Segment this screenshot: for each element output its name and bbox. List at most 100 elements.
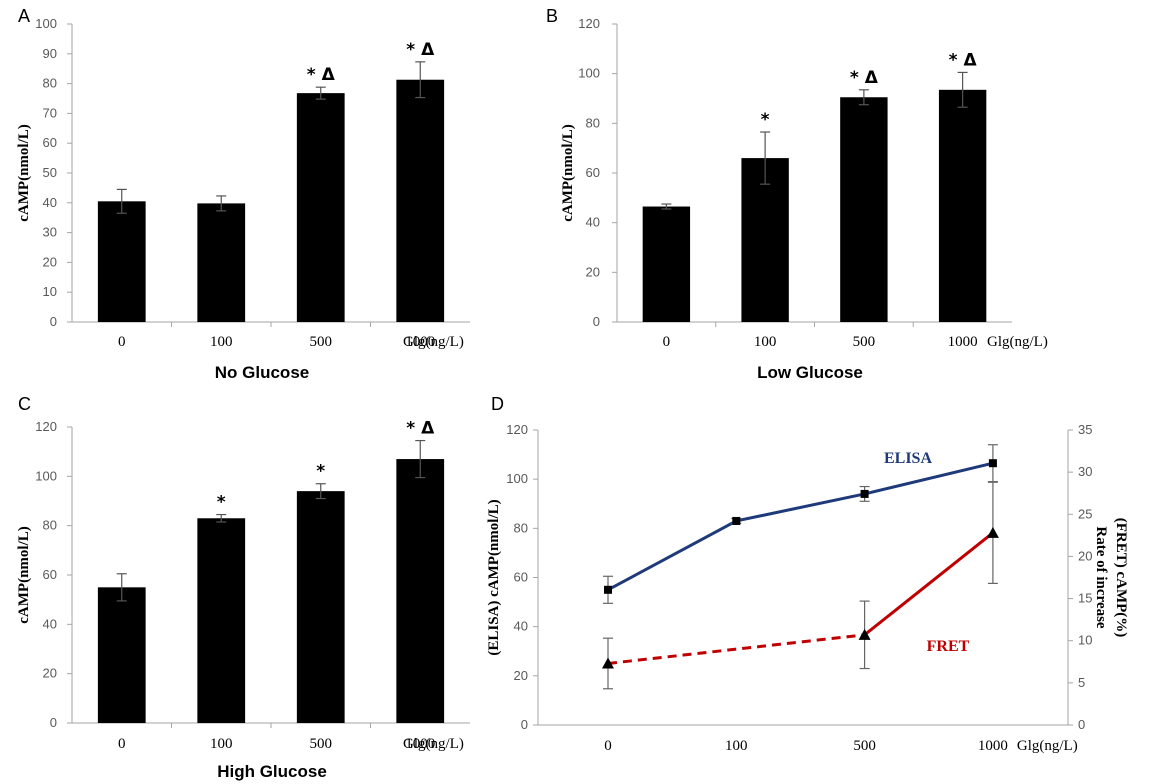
significance-label: * Δ <box>406 40 435 60</box>
fret-point <box>986 526 999 538</box>
y-tick-label-right: 0 <box>1078 717 1085 732</box>
y-tick-label: 90 <box>43 46 57 61</box>
panel-letter: C <box>18 394 31 414</box>
x-tick-label: 500 <box>853 738 876 754</box>
x-axis-title: Low Glucose <box>757 363 863 382</box>
y-tick-label: 70 <box>43 105 57 120</box>
x-tick-label: 500 <box>853 334 876 350</box>
elisa-point <box>604 585 612 594</box>
bar <box>97 201 146 322</box>
x-tick-label: 100 <box>210 334 233 350</box>
significance-label: * <box>761 110 770 130</box>
y-tick-label: 20 <box>586 264 600 279</box>
bar <box>642 206 691 322</box>
y-tick-label: 0 <box>50 715 57 730</box>
x-tick-label: 1000 <box>405 736 435 752</box>
y-tick-label: 20 <box>43 254 57 269</box>
elisa-line <box>607 461 994 592</box>
y-tick-label: 0 <box>593 314 600 329</box>
x-tick-label: 0 <box>118 334 126 350</box>
fret-point <box>858 628 871 640</box>
significance-label: * <box>217 493 226 513</box>
y-axis-label-left: (ELISA) cAMP(nmol/L) <box>486 499 502 655</box>
bar <box>938 89 987 322</box>
x-axis-title: No Glucose <box>215 363 309 382</box>
significance-label: * Δ <box>307 65 336 85</box>
x-tick-label: 100 <box>210 736 233 752</box>
panel-d: D 0 20 40 60 80 100 120 0 5 10 15 20 25 30 35 0 100 500 100… <box>486 394 1129 754</box>
elisa-label: ELISA <box>884 450 932 467</box>
y-tick-label: 100 <box>578 66 600 81</box>
significance-label: * Δ <box>850 68 879 88</box>
fret-point <box>602 657 614 669</box>
elisa-point <box>732 516 741 525</box>
y-tick-label: 30 <box>43 225 57 240</box>
y-tick-label: 20 <box>43 666 57 681</box>
bar <box>197 203 246 322</box>
significance-label: * <box>316 462 325 482</box>
elisa-point <box>860 489 869 498</box>
y-tick-label-right: 5 <box>1078 675 1085 690</box>
x-tick-label: 1000 <box>405 334 435 350</box>
bar <box>396 79 445 322</box>
y-tick-label-left: 120 <box>506 422 528 437</box>
y-tick-label: 80 <box>43 76 57 91</box>
fret-line-dashed <box>607 633 865 665</box>
x-unit-label: Glg(ng/L) <box>987 334 1048 350</box>
panel-letter: A <box>18 6 30 26</box>
y-tick-label: 60 <box>586 165 600 180</box>
y-tick-label: 50 <box>43 165 57 180</box>
y-tick-label: 40 <box>43 195 57 210</box>
x-tick-label: 1000 <box>948 334 978 350</box>
bar <box>840 97 888 322</box>
y-axis-label: cAMP(nmol/L) <box>16 526 32 623</box>
y-tick-label-right: 35 <box>1078 422 1092 437</box>
y-tick-label: 40 <box>43 616 57 631</box>
y-axis-label: cAMP(nmol/L) <box>16 124 32 221</box>
y-tick-label-left: 0 <box>521 717 528 732</box>
bar <box>396 459 445 723</box>
y-tick-label: 40 <box>586 215 600 230</box>
y-tick-label-right: 15 <box>1078 591 1092 606</box>
x-tick-label: 100 <box>725 738 748 754</box>
panel-b: B 0 20 40 60 80 100 120 0 * 100 * Δ 500 * Δ 1000 Glg(ng… <box>546 6 1048 382</box>
y-tick-label-right: 30 <box>1078 464 1092 479</box>
y-tick-label: 60 <box>43 135 57 150</box>
x-tick-label: 1000 <box>978 738 1008 754</box>
y-tick-label-right: 25 <box>1078 506 1092 521</box>
y-tick-label: 120 <box>35 419 57 434</box>
y-tick-label-left: 20 <box>514 668 528 683</box>
y-tick-label: 80 <box>43 518 57 533</box>
y-tick-label-left: 100 <box>506 471 528 486</box>
y-tick-label-left: 60 <box>514 570 528 585</box>
panel-letter: B <box>546 6 558 26</box>
x-tick-label: 0 <box>663 334 671 350</box>
y-tick-label: 80 <box>586 115 600 130</box>
y-tick-label-right: 20 <box>1078 548 1092 563</box>
elisa-point <box>988 459 997 468</box>
panel-c: C 0 20 40 60 80 100 120 0 * 100 * 500 * Δ 1000Glg(ng/L… <box>16 394 470 781</box>
y-tick-label: 100 <box>35 16 57 31</box>
y-axis-label-right-2: Rate of increase <box>1093 526 1109 629</box>
x-unit-label: Glg(ng/L) <box>1017 738 1078 754</box>
y-tick-label-right: 10 <box>1078 633 1092 648</box>
bar <box>97 587 146 723</box>
y-tick-label-left: 40 <box>514 619 528 634</box>
y-tick-label: 100 <box>35 468 57 483</box>
y-axis-label-right-1: (FRET) cAMP(%) <box>1113 518 1129 638</box>
x-tick-label: 500 <box>310 736 333 752</box>
y-tick-label: 10 <box>43 284 57 299</box>
fret-line-solid <box>863 531 994 636</box>
x-tick-label: 500 <box>310 334 333 350</box>
y-tick-label: 60 <box>43 567 57 582</box>
y-tick-label: 0 <box>50 314 57 329</box>
panel-letter: D <box>491 394 504 414</box>
significance-label: * Δ <box>949 50 978 70</box>
y-axis-label: cAMP(nmol/L) <box>560 124 576 221</box>
fret-label: FRET <box>927 638 970 655</box>
y-tick-label-left: 80 <box>514 520 528 535</box>
x-unit-label: Glg(ng/L) <box>403 736 464 752</box>
bar <box>741 158 789 322</box>
